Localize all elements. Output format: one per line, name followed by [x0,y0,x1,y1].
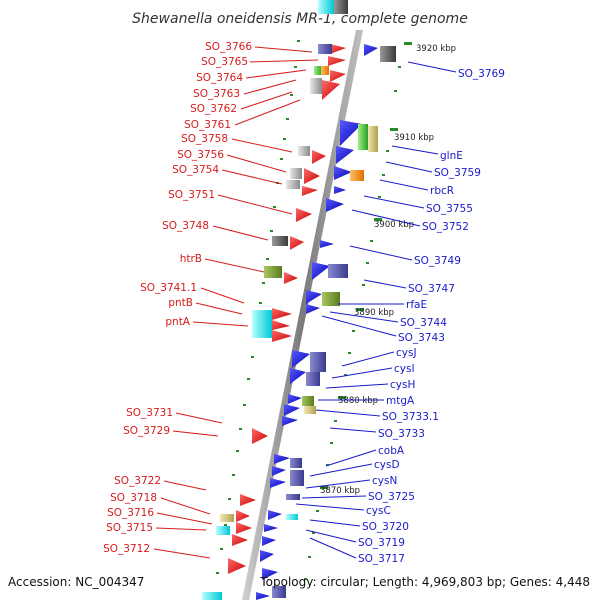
gene-label[interactable]: SO_3764 [196,72,243,84]
gene-label[interactable]: SO_3749 [414,255,461,267]
gene-label[interactable]: SO_3759 [434,167,481,179]
gene-label[interactable]: cysJ [396,347,417,359]
gene-label[interactable]: SO_3733 [378,428,425,440]
gene-label[interactable]: SO_3725 [368,491,415,503]
kbp-label: 3870 kbp [320,486,360,496]
gene-label[interactable]: SO_3718 [110,492,157,504]
gene-label[interactable]: cysI [394,363,415,375]
gene-label[interactable]: SO_3729 [123,425,170,437]
kbp-label: 3900 kbp [374,220,414,230]
gene-label[interactable]: htrB [180,253,202,265]
gene-label[interactable]: cysD [374,459,400,471]
gene-label[interactable]: SO_3715 [106,522,153,534]
gene-label[interactable]: SO_3719 [358,537,405,549]
gene-label[interactable]: SO_3765 [201,56,248,68]
gene-label[interactable]: glnE [440,150,463,162]
gene-label[interactable]: SO_3766 [205,41,252,53]
gene-label[interactable]: SO_3722 [114,475,161,487]
gene-label[interactable]: cobA [378,445,405,457]
gene-label[interactable]: SO_3733.1 [382,411,439,423]
gene-label[interactable]: rfaE [406,299,427,311]
gene-label[interactable]: cysH [390,379,415,391]
kbp-markers: 3920 kbp 3910 kbp 3900 kbp 3890 kbp 3880… [320,44,456,496]
left-gene-label-texts: SO_3766 SO_3765 SO_3764 SO_3763 SO_3762 … [103,41,252,555]
gene-label[interactable]: SO_3748 [162,220,209,232]
gene-label[interactable]: SO_3758 [181,133,228,145]
gene-label[interactable]: SO_3741.1 [140,282,197,294]
right-gene-label-texts: SO_3769 glnE SO_3759 rbcR SO_3755 SO_375… [358,68,505,565]
gene-label[interactable]: SO_3754 [172,164,219,176]
reverse-strand-genes [256,44,396,600]
gene-label[interactable]: SO_3755 [426,203,473,215]
topology-text: Topology: circular; Length: 4,969,803 bp… [259,575,590,589]
gene-label[interactable]: SO_3747 [408,283,455,295]
gene-label[interactable]: mtgA [386,395,415,407]
accession-text: Accession: NC_004347 [8,575,144,589]
kbp-label: 3920 kbp [416,44,456,54]
gene-label[interactable]: SO_3731 [126,407,173,419]
forward-strand-genes [202,0,348,600]
map-title: Shewanella oneidensis MR-1, complete gen… [132,11,468,27]
gene-label[interactable]: SO_3744 [400,317,447,329]
gene-label[interactable]: rbcR [430,185,454,197]
kbp-label: 3890 kbp [354,308,394,318]
kbp-label: 3880 kbp [338,396,378,406]
gene-label[interactable]: SO_3756 [177,149,224,161]
genome-axis [242,30,363,600]
gene-label[interactable]: SO_3769 [458,68,505,80]
gene-label[interactable]: SO_3752 [422,221,469,233]
gene-label[interactable]: cysC [366,505,391,517]
gene-label[interactable]: SO_3751 [168,189,215,201]
gene-label[interactable]: SO_3761 [184,119,231,131]
gene-label[interactable]: SO_3743 [398,332,445,344]
gene-label[interactable]: cysN [372,475,397,487]
gene-label[interactable]: pntB [168,297,193,309]
right-gene-labels [295,61,457,559]
gene-label[interactable]: SO_3762 [190,103,237,115]
gene-label[interactable]: SO_3720 [362,521,409,533]
gene-label[interactable]: SO_3717 [358,553,405,565]
gene-label[interactable]: SO_3763 [193,88,240,100]
gene-label[interactable]: SO_3712 [103,543,150,555]
gene-label[interactable]: SO_3716 [107,507,154,519]
kbp-label: 3910 kbp [394,133,434,143]
left-gene-labels [153,46,319,559]
gene-label[interactable]: pntA [165,316,190,328]
